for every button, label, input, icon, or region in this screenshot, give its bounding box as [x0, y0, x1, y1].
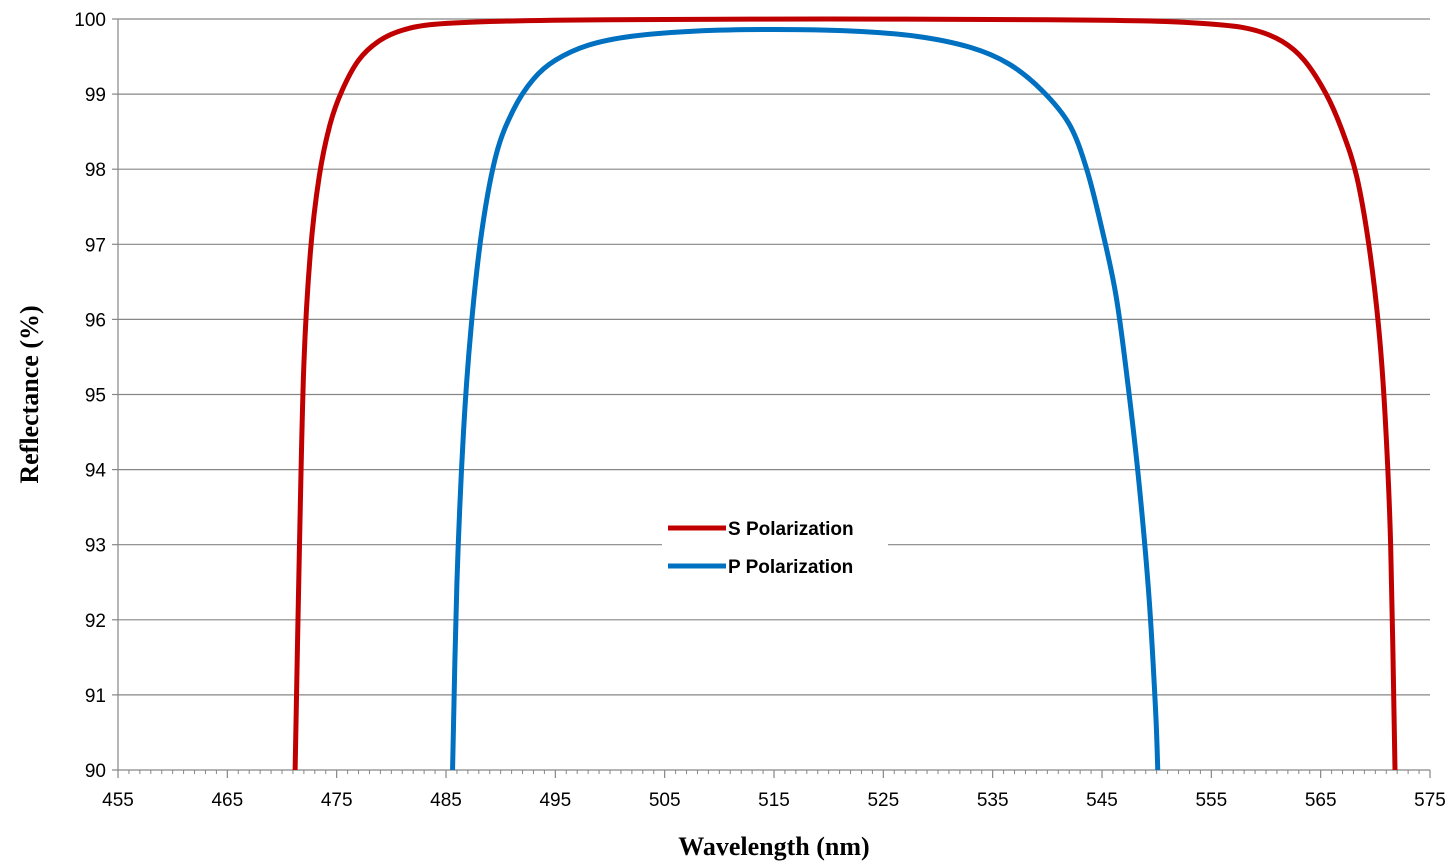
legend: S Polarization P Polarization [662, 512, 888, 584]
x-tick-label: 505 [649, 790, 681, 811]
axes: 90 91 92 93 94 95 96 97 98 99 100 455 465 475 485 495 50… [74, 10, 1446, 811]
y-tick-label: 93 [85, 536, 106, 557]
y-tick-label: 91 [85, 686, 106, 707]
x-tick-label: 525 [867, 790, 899, 811]
series-line-p-polarization [450, 27, 1161, 771]
y-tick-label: 100 [74, 10, 106, 31]
x-tick-label: 495 [539, 790, 571, 811]
grid [118, 18, 1430, 696]
series-lines [292, 16, 1398, 771]
x-tick-label: 545 [1086, 790, 1118, 811]
x-tick-label: 515 [758, 790, 790, 811]
y-axis-title: Reflectance (%) [15, 305, 44, 483]
y-tick-label: 94 [85, 461, 107, 482]
x-axis-title: Wavelength (nm) [678, 832, 869, 861]
y-tick-label: 90 [85, 761, 106, 782]
x-tick-label: 575 [1414, 790, 1446, 811]
y-tick-label: 98 [85, 160, 106, 181]
x-tick-label: 465 [211, 790, 243, 811]
x-tick-label: 565 [1305, 790, 1337, 811]
x-tick-label: 475 [321, 790, 353, 811]
x-tick-label: 555 [1195, 790, 1227, 811]
x-tick-label: 535 [977, 790, 1009, 811]
y-tick-label: 92 [85, 611, 106, 632]
series-line-s-polarization [292, 16, 1398, 771]
x-tick-label: 455 [102, 790, 134, 811]
x-tick-label: 485 [430, 790, 462, 811]
y-tick-label: 95 [85, 386, 106, 407]
legend-label-s-polarization: S Polarization [728, 519, 854, 540]
legend-background [662, 512, 888, 584]
legend-label-p-polarization: P Polarization [728, 557, 853, 578]
y-tick-label: 99 [85, 85, 106, 106]
y-tick-label: 96 [85, 310, 106, 331]
y-tick-label: 97 [85, 235, 106, 256]
